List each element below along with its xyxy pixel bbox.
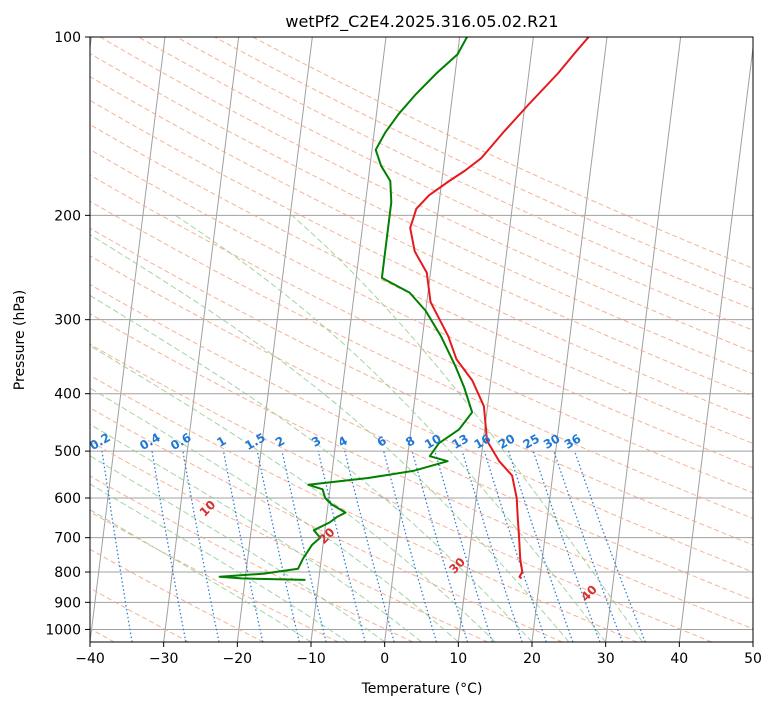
dry-adiabat-line — [90, 283, 753, 601]
moist-adiabat-line — [175, 214, 607, 642]
x-axis: −40 −30 −20 −10 0 10 20 30 40 50 — [75, 642, 762, 667]
dry-adiabat-line — [90, 148, 753, 469]
y-axis: 100 200 300 400 500 600 700 800 900 1000 — [45, 30, 90, 638]
x-tick-label: −10 — [296, 651, 326, 667]
y-tick-label: 100 — [54, 30, 81, 46]
dry-adiabat-line — [90, 53, 753, 375]
mixing-ratio-line — [532, 450, 601, 642]
dry-adiabat-line — [90, 440, 488, 642]
dry-adiabat-line — [90, 227, 753, 546]
y-tick-label: 1000 — [45, 622, 81, 638]
temperature-profile-line — [409, 37, 590, 580]
plot-area — [90, 37, 753, 642]
mixing-ratio-line — [317, 450, 366, 642]
moist-adiabat-line — [90, 387, 459, 642]
dry-adiabat-line — [90, 124, 753, 445]
dewpoint-profile-line — [218, 37, 474, 581]
isotherm-line — [384, 37, 461, 642]
dry-adiabat-line — [138, 37, 753, 331]
x-tick-label: 30 — [597, 651, 615, 667]
y-axis-label: Pressure (hPa) — [12, 290, 28, 390]
dry-adiabat-line — [90, 174, 753, 494]
dry-adiabat-line — [90, 343, 712, 642]
y-tick-label: 200 — [54, 208, 81, 224]
isotherm-line — [90, 37, 166, 642]
isotherm-line — [678, 43, 753, 642]
dry-adiabat-line — [90, 511, 339, 642]
x-tick-label: −20 — [223, 651, 253, 667]
dry-adiabat-line — [90, 407, 563, 642]
mixing-ratio-line — [553, 450, 623, 642]
dry-adiabat-line — [90, 475, 414, 642]
isotherm-line — [163, 37, 240, 642]
background-lines — [90, 37, 753, 642]
dry-adiabat-line — [90, 374, 638, 642]
x-tick-label: −40 — [75, 651, 105, 667]
mixing-ratio-line — [434, 450, 493, 642]
y-tick-label: 900 — [54, 595, 81, 611]
dry-adiabat-line — [90, 200, 753, 520]
x-tick-label: −30 — [149, 651, 179, 667]
isotherm-line — [531, 37, 608, 642]
y-tick-label: 700 — [54, 531, 81, 547]
plot-frame — [89, 36, 754, 643]
mixing-ratio-line — [383, 450, 437, 642]
isotherm-line — [236, 37, 313, 642]
isotherm-line — [457, 37, 534, 642]
mixing-ratio-line — [256, 450, 300, 642]
dry-adiabat-line — [252, 37, 753, 269]
chart-title: wetPf2_C2E4.2025.316.05.02.R21 — [285, 12, 558, 32]
isotherm-line — [605, 37, 682, 642]
moist-adiabat-line — [90, 234, 570, 642]
y-tick-label: 300 — [54, 313, 81, 329]
mixing-ratio-line — [411, 450, 469, 642]
x-tick-label: 50 — [744, 651, 762, 667]
moist-adiabat-line — [90, 345, 496, 642]
mixing-ratio-line — [222, 450, 264, 642]
y-tick-label: 800 — [54, 565, 81, 581]
mixing-ratio-line — [344, 450, 395, 642]
mixing-ratio-line — [151, 450, 187, 642]
x-tick-label: 0 — [380, 651, 389, 667]
x-tick-label: 20 — [523, 651, 541, 667]
mixing-ratio-line — [461, 450, 523, 642]
mixing-ratio-line — [508, 450, 574, 642]
x-tick-label: 10 — [449, 651, 467, 667]
y-tick-label: 400 — [54, 387, 81, 403]
dry-adiabat-line — [99, 37, 753, 353]
series-layer — [218, 37, 590, 581]
moist-adiabat-line — [90, 509, 312, 642]
moist-adiabat-line — [90, 423, 422, 642]
x-tick-label: 40 — [670, 651, 688, 667]
y-tick-label: 500 — [54, 444, 81, 460]
mixing-ratio-line — [101, 451, 133, 642]
dry-adiabat-line — [90, 76, 753, 398]
mixing-ratio-line — [182, 450, 220, 642]
mixing-ratio-line — [281, 450, 327, 642]
dry-adiabat-line — [90, 99, 753, 421]
x-axis-label: Temperature (°C) — [361, 681, 483, 697]
mixing-ratio-line — [483, 450, 547, 642]
moist-adiabat-line — [90, 294, 533, 642]
y-tick-label: 600 — [54, 491, 81, 507]
